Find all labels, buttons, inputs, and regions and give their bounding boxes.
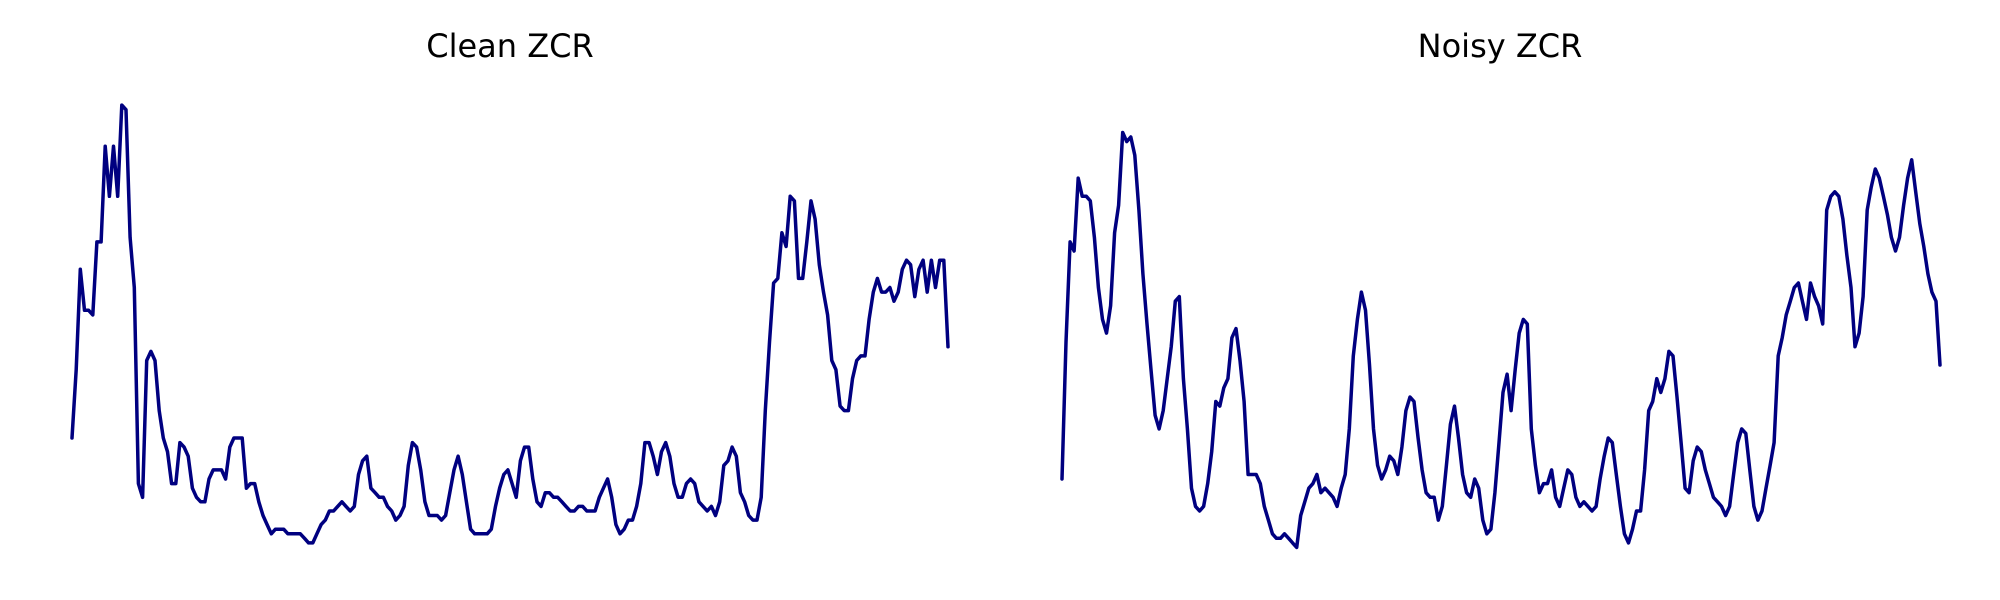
zcr-series-line-noisy xyxy=(1060,130,1942,550)
chart-noisy-zcr: Noisy ZCR xyxy=(1060,27,1942,550)
zcr-series-line-clean xyxy=(70,103,950,545)
chart-clean-zcr: Clean ZCR xyxy=(70,27,950,545)
chart-title-clean-zcr: Clean ZCR xyxy=(426,27,593,65)
chart-title-noisy-zcr: Noisy ZCR xyxy=(1418,27,1583,65)
